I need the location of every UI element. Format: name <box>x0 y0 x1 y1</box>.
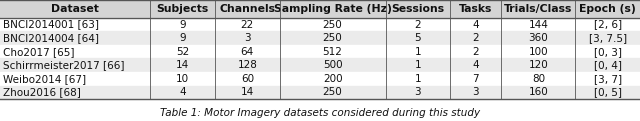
Bar <box>0 72 640 86</box>
Text: 14: 14 <box>241 87 254 97</box>
Text: BNCI2014001 [63]: BNCI2014001 [63] <box>3 19 99 30</box>
Text: [0, 4]: [0, 4] <box>593 60 621 70</box>
Bar <box>0 45 640 58</box>
Text: [2, 6]: [2, 6] <box>593 19 621 30</box>
Text: Tasks: Tasks <box>460 4 493 14</box>
Text: BNCI2014004 [64]: BNCI2014004 [64] <box>3 33 99 43</box>
Text: 14: 14 <box>176 60 189 70</box>
Text: 1: 1 <box>415 47 421 57</box>
Text: Sampling Rate (Hz): Sampling Rate (Hz) <box>274 4 392 14</box>
Text: Epoch (s): Epoch (s) <box>579 4 636 14</box>
Text: 10: 10 <box>176 74 189 84</box>
Text: 3: 3 <box>244 33 251 43</box>
Text: 2: 2 <box>472 47 479 57</box>
Text: 100: 100 <box>529 47 548 57</box>
Text: 3: 3 <box>415 87 421 97</box>
Text: Channels: Channels <box>220 4 275 14</box>
Bar <box>0 58 640 72</box>
Text: 64: 64 <box>241 47 254 57</box>
Text: 2: 2 <box>415 19 421 30</box>
Text: 4: 4 <box>472 60 479 70</box>
Text: Cho2017 [65]: Cho2017 [65] <box>3 47 75 57</box>
Text: Zhou2016 [68]: Zhou2016 [68] <box>3 87 81 97</box>
Text: 3: 3 <box>472 87 479 97</box>
Text: 500: 500 <box>323 60 342 70</box>
Text: Table 1: Motor Imagery datasets considered during this study: Table 1: Motor Imagery datasets consider… <box>160 108 480 117</box>
Text: [3, 7.5]: [3, 7.5] <box>589 33 627 43</box>
Text: 250: 250 <box>323 19 342 30</box>
Bar <box>0 86 640 99</box>
Text: 144: 144 <box>529 19 548 30</box>
Text: [0, 3]: [0, 3] <box>593 47 621 57</box>
Text: [3, 7]: [3, 7] <box>593 74 621 84</box>
Text: Sessions: Sessions <box>391 4 444 14</box>
Text: Dataset: Dataset <box>51 4 99 14</box>
Text: 7: 7 <box>472 74 479 84</box>
Bar <box>0 18 640 31</box>
Text: 52: 52 <box>176 47 189 57</box>
Text: Trials/Class: Trials/Class <box>504 4 573 14</box>
Text: 22: 22 <box>241 19 254 30</box>
Text: 128: 128 <box>237 60 257 70</box>
Text: 360: 360 <box>529 33 548 43</box>
Text: 9: 9 <box>179 19 186 30</box>
Text: 80: 80 <box>532 74 545 84</box>
Text: 60: 60 <box>241 74 254 84</box>
Text: 4: 4 <box>179 87 186 97</box>
Text: 250: 250 <box>323 87 342 97</box>
Text: 1: 1 <box>415 60 421 70</box>
Text: 160: 160 <box>529 87 548 97</box>
Text: 512: 512 <box>323 47 342 57</box>
Text: [0, 5]: [0, 5] <box>593 87 621 97</box>
Text: 1: 1 <box>415 74 421 84</box>
Text: 5: 5 <box>415 33 421 43</box>
Text: 2: 2 <box>472 33 479 43</box>
Text: 120: 120 <box>529 60 548 70</box>
Text: Schirrmeister2017 [66]: Schirrmeister2017 [66] <box>3 60 125 70</box>
Bar <box>0 0 640 18</box>
Bar <box>0 31 640 45</box>
Text: 250: 250 <box>323 33 342 43</box>
Text: 4: 4 <box>472 19 479 30</box>
Text: Weibo2014 [67]: Weibo2014 [67] <box>3 74 86 84</box>
Text: 9: 9 <box>179 33 186 43</box>
Text: Subjects: Subjects <box>156 4 209 14</box>
Text: 200: 200 <box>323 74 342 84</box>
